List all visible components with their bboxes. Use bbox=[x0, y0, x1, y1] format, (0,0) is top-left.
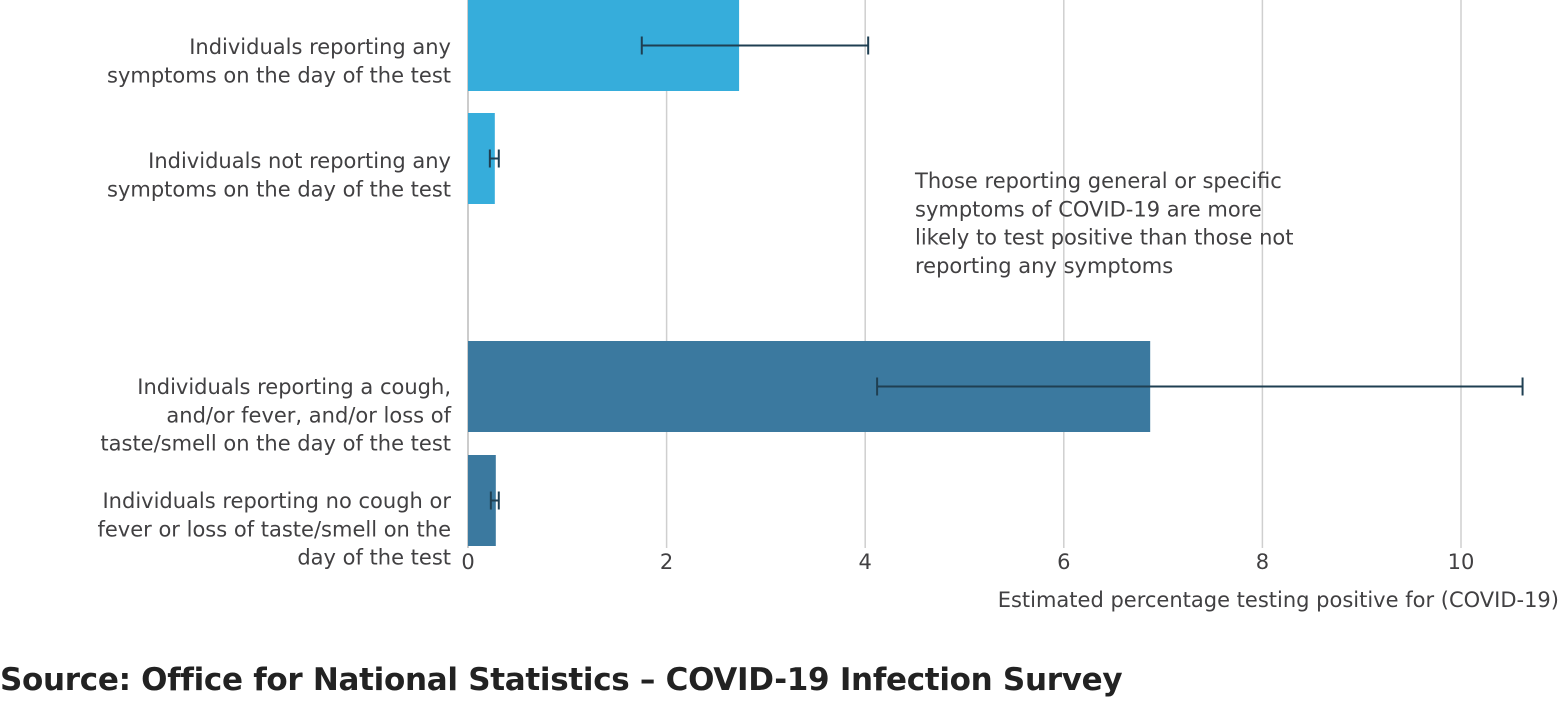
category-label: Individuals reporting any symptoms on the… bbox=[107, 35, 451, 87]
error-bars bbox=[488, 36, 1524, 510]
x-tick-label: 8 bbox=[1256, 550, 1269, 574]
category-label: Individuals not reporting any symptoms on… bbox=[107, 149, 451, 201]
annotation: Those reporting general or specific sympt… bbox=[914, 169, 1293, 278]
source-note: Source: Office for National Statistics –… bbox=[0, 662, 1123, 698]
category-label: Individuals reporting a cough, and/or fev… bbox=[100, 375, 451, 456]
bar-chart: Individuals reporting any symptoms on the… bbox=[97, 0, 1559, 612]
x-axis-title: Estimated percentage testing positive fo… bbox=[998, 588, 1559, 612]
error-bar bbox=[876, 377, 1524, 396]
x-tick-labels: 0 2 4 6 8 10 bbox=[461, 550, 1474, 574]
x-tick-label: 6 bbox=[1057, 550, 1070, 574]
category-label: Individuals reporting no cough or fever o… bbox=[97, 489, 451, 570]
x-tick-label: 0 bbox=[461, 550, 474, 574]
error-bar bbox=[640, 36, 870, 55]
x-tick-label: 4 bbox=[859, 550, 872, 574]
error-bar bbox=[489, 491, 500, 510]
x-tick-label: 10 bbox=[1448, 550, 1475, 574]
error-bar bbox=[488, 149, 500, 168]
x-tick-label: 2 bbox=[660, 550, 673, 574]
annotation-text: Those reporting general or specific sympt… bbox=[914, 169, 1293, 278]
category-labels: Individuals reporting any symptoms on the… bbox=[97, 35, 451, 570]
